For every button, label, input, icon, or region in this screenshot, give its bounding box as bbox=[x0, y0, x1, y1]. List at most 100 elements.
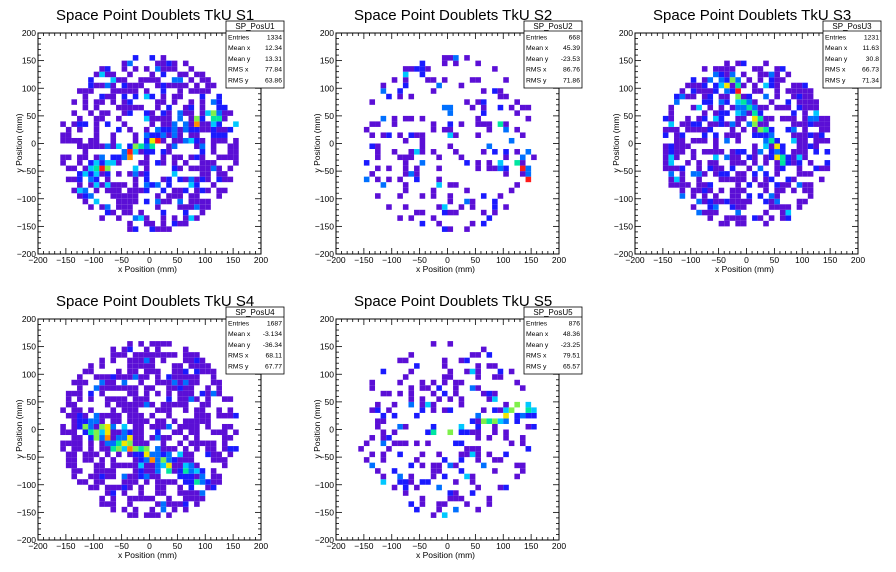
heatmap-bin bbox=[763, 132, 769, 138]
heatmap-bin bbox=[436, 204, 442, 210]
heatmap-bin bbox=[149, 451, 156, 458]
heatmap-bin bbox=[149, 368, 156, 375]
heatmap-bin bbox=[166, 82, 172, 89]
heatmap-bin bbox=[210, 110, 217, 116]
heatmap-bin bbox=[127, 193, 133, 199]
heatmap-bin bbox=[199, 490, 206, 496]
heatmap-bin bbox=[768, 132, 775, 138]
heatmap-bin bbox=[469, 204, 476, 210]
heatmap-bin bbox=[205, 187, 211, 194]
x-tick-label: 200 bbox=[254, 541, 268, 551]
heatmap-bin bbox=[768, 82, 775, 89]
heatmap-bin bbox=[453, 60, 459, 67]
stats-value: 68.11 bbox=[265, 353, 282, 360]
heatmap-bin bbox=[369, 451, 376, 458]
heatmap-bin bbox=[796, 143, 803, 150]
heatmap-bin bbox=[713, 66, 719, 72]
heatmap-bin bbox=[160, 110, 167, 116]
heatmap-bin bbox=[724, 71, 730, 78]
heatmap-bin bbox=[397, 88, 403, 94]
heatmap-bin bbox=[796, 160, 803, 166]
heatmap-bin bbox=[155, 193, 161, 199]
heatmap-bin bbox=[813, 99, 819, 105]
heatmap-bin bbox=[155, 512, 161, 518]
heatmap-bin bbox=[486, 352, 493, 358]
heatmap-bin bbox=[441, 204, 448, 210]
heatmap-bin bbox=[735, 187, 741, 194]
heatmap-bin bbox=[171, 446, 178, 452]
plot-svg-4: −200 −150 −100 −50 0 50 100 150 200−200−150−100−… bbox=[14, 306, 285, 560]
heatmap-bin bbox=[160, 55, 167, 61]
heatmap-bin bbox=[149, 512, 156, 518]
heatmap-bin bbox=[685, 143, 691, 150]
heatmap-bin bbox=[138, 341, 144, 347]
heatmap-bin bbox=[160, 176, 167, 183]
heatmap-bin bbox=[221, 423, 228, 430]
heatmap-bin bbox=[662, 143, 669, 150]
heatmap-bin bbox=[143, 143, 150, 150]
heatmap-bin bbox=[402, 165, 409, 172]
heatmap-bin bbox=[785, 115, 792, 122]
heatmap-bin bbox=[807, 115, 814, 122]
heatmap-bin bbox=[740, 99, 747, 105]
heatmap-bin bbox=[171, 99, 178, 105]
heatmap-bin bbox=[430, 512, 437, 518]
heatmap-bin bbox=[746, 165, 753, 172]
heatmap-bin bbox=[138, 462, 144, 469]
heatmap-bin bbox=[110, 182, 117, 188]
heatmap-bin bbox=[127, 226, 133, 232]
heatmap-bin bbox=[210, 379, 217, 386]
heatmap-bin bbox=[724, 88, 730, 94]
heatmap-bin bbox=[138, 484, 144, 491]
heatmap-bin bbox=[127, 99, 133, 105]
heatmap-bin bbox=[458, 357, 465, 364]
heatmap-bin bbox=[177, 132, 183, 138]
heatmap-bin bbox=[171, 352, 178, 358]
heatmap-bin bbox=[132, 440, 139, 447]
heatmap-bin bbox=[143, 160, 150, 166]
heatmap-bin bbox=[210, 182, 217, 188]
heatmap-bin bbox=[104, 209, 111, 216]
heatmap-bin bbox=[696, 165, 702, 172]
heatmap-bin bbox=[430, 121, 437, 127]
heatmap-bin bbox=[724, 99, 730, 105]
heatmap-bin bbox=[514, 149, 520, 155]
heatmap-bin bbox=[785, 104, 792, 111]
heatmap-bin bbox=[824, 149, 831, 155]
x-tick-label: 200 bbox=[851, 255, 865, 265]
heatmap-bin bbox=[155, 104, 161, 111]
heatmap-bin bbox=[132, 226, 139, 232]
heatmap-bin bbox=[763, 82, 769, 89]
heatmap-bin bbox=[121, 82, 128, 89]
heatmap-bin bbox=[408, 396, 415, 402]
heatmap-bin bbox=[182, 490, 189, 496]
heatmap-bin bbox=[194, 473, 200, 480]
heatmap-bin bbox=[155, 352, 161, 358]
heatmap-bin bbox=[77, 154, 83, 161]
heatmap-bin bbox=[88, 88, 94, 94]
heatmap-bin bbox=[475, 412, 481, 419]
heatmap-bin bbox=[221, 104, 228, 111]
heatmap-bin bbox=[397, 390, 403, 397]
heatmap-bin bbox=[166, 495, 172, 502]
heatmap-bin bbox=[199, 88, 206, 94]
heatmap-bin bbox=[757, 71, 764, 78]
heatmap-bin bbox=[492, 468, 498, 474]
heatmap-bin bbox=[735, 93, 741, 100]
heatmap-bin bbox=[441, 357, 448, 364]
heatmap-bin bbox=[402, 182, 409, 188]
heatmap-bin bbox=[469, 220, 476, 227]
heatmap-bin bbox=[143, 220, 150, 227]
heatmap-bin bbox=[182, 209, 189, 216]
heatmap-bin bbox=[199, 71, 206, 78]
heatmap-bin bbox=[779, 209, 786, 216]
heatmap-bin bbox=[441, 209, 448, 216]
heatmap-bin bbox=[77, 446, 83, 452]
heatmap-bin bbox=[149, 226, 156, 232]
heatmap-bin bbox=[177, 490, 183, 496]
heatmap-bin bbox=[99, 423, 105, 430]
heatmap-bin bbox=[210, 115, 217, 122]
heatmap-bin bbox=[724, 110, 730, 116]
heatmap-bin bbox=[408, 473, 415, 480]
heatmap-bin bbox=[475, 451, 481, 458]
